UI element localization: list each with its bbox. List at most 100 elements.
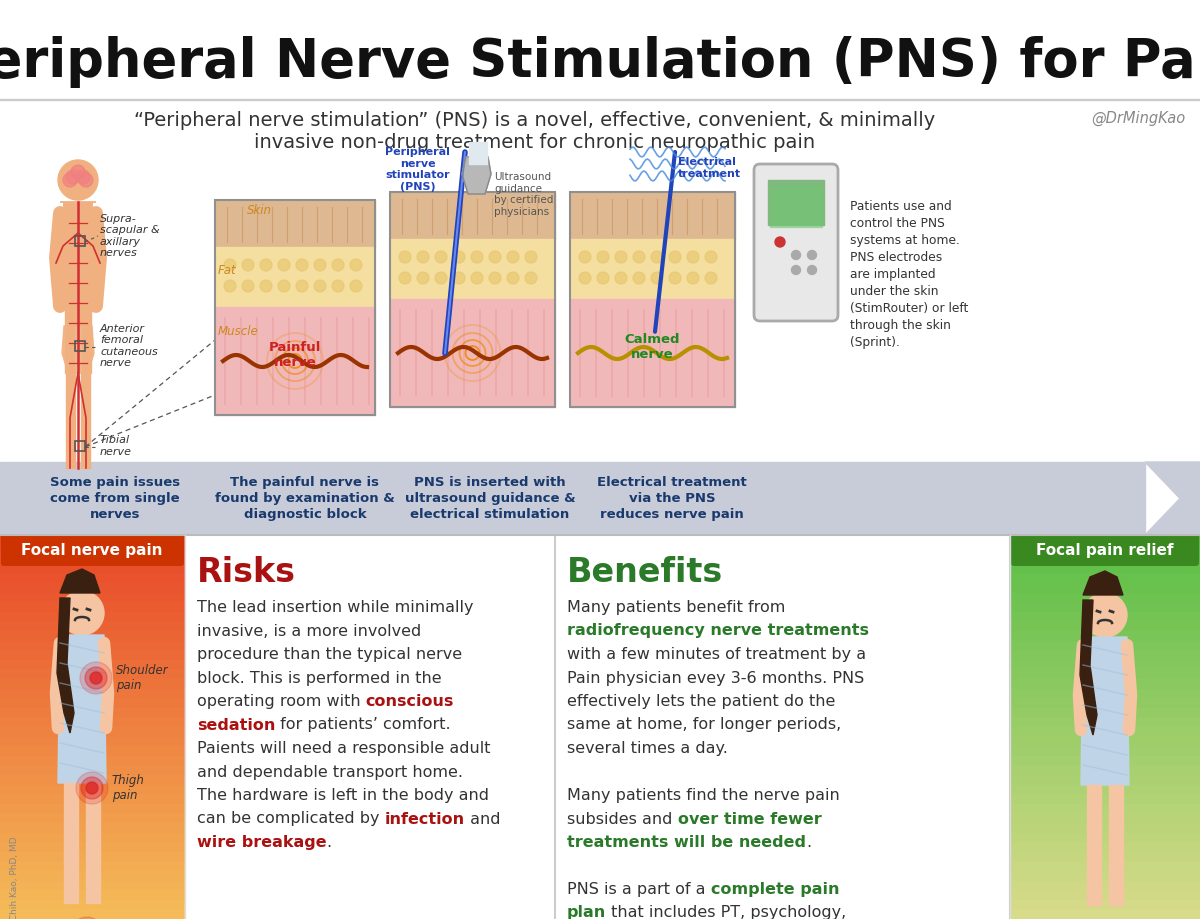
Bar xyxy=(469,142,487,164)
Circle shape xyxy=(296,280,308,292)
Circle shape xyxy=(526,251,538,263)
Bar xyxy=(1109,785,1123,905)
Circle shape xyxy=(350,280,362,292)
Bar xyxy=(0,891,185,900)
Text: with a few minutes of treatment by a: with a few minutes of treatment by a xyxy=(568,647,866,662)
Bar xyxy=(0,554,185,563)
Bar xyxy=(215,307,374,415)
Bar xyxy=(390,299,554,407)
Bar xyxy=(1010,698,1200,708)
Circle shape xyxy=(470,251,482,263)
Bar xyxy=(0,794,185,804)
Bar xyxy=(0,563,185,573)
Circle shape xyxy=(490,272,502,284)
Text: for patients’ comfort.: for patients’ comfort. xyxy=(275,718,451,732)
Circle shape xyxy=(278,280,290,292)
Bar xyxy=(0,535,185,545)
Text: plan: plan xyxy=(568,905,606,919)
Bar xyxy=(0,660,185,669)
Bar xyxy=(82,276,91,373)
Text: Peripheral Nerve Stimulation (PNS) for Pain: Peripheral Nerve Stimulation (PNS) for P… xyxy=(0,36,1200,88)
Bar xyxy=(0,669,185,679)
Bar xyxy=(0,813,185,823)
Bar xyxy=(770,186,822,227)
Bar xyxy=(1010,641,1200,651)
Bar xyxy=(1010,573,1200,583)
Bar xyxy=(0,612,185,621)
Bar xyxy=(1010,660,1200,669)
Text: Fat: Fat xyxy=(218,265,236,278)
Bar xyxy=(570,299,734,407)
Circle shape xyxy=(260,259,272,271)
Bar xyxy=(0,823,185,833)
Bar xyxy=(1010,602,1200,612)
Bar xyxy=(0,593,185,602)
Bar xyxy=(0,155,1200,462)
Text: subsides and: subsides and xyxy=(568,811,678,826)
Bar xyxy=(0,98,1200,100)
Bar xyxy=(570,239,734,299)
Bar xyxy=(215,200,374,415)
Circle shape xyxy=(686,251,698,263)
Circle shape xyxy=(616,272,628,284)
Circle shape xyxy=(650,272,662,284)
Bar xyxy=(1010,833,1200,842)
Circle shape xyxy=(224,280,236,292)
Text: The painful nerve is
found by examination &
diagnostic block: The painful nerve is found by examinatio… xyxy=(215,476,395,521)
Text: PNS is a part of a: PNS is a part of a xyxy=(568,882,710,897)
Circle shape xyxy=(71,165,85,179)
Circle shape xyxy=(314,280,326,292)
Circle shape xyxy=(418,272,430,284)
Bar xyxy=(1010,535,1200,545)
Bar xyxy=(82,373,90,468)
Text: Skin: Skin xyxy=(247,204,272,217)
Bar xyxy=(0,766,185,775)
Bar xyxy=(1010,554,1200,563)
Circle shape xyxy=(350,259,362,271)
Bar xyxy=(1010,583,1200,593)
Bar xyxy=(1010,910,1200,919)
Bar xyxy=(1010,871,1200,880)
Bar xyxy=(0,631,185,641)
Text: Muscle: Muscle xyxy=(218,325,259,338)
Text: Pain physician evey 3-6 months. PNS: Pain physician evey 3-6 months. PNS xyxy=(568,671,864,686)
Bar xyxy=(0,785,185,794)
Bar xyxy=(1010,755,1200,766)
Text: Shoulder
pain: Shoulder pain xyxy=(116,664,169,692)
Circle shape xyxy=(706,272,718,284)
Text: radiofrequency nerve treatments: radiofrequency nerve treatments xyxy=(568,623,869,639)
Text: “Peripheral nerve stimulation” (PNS) is a novel, effective, convenient, & minima: “Peripheral nerve stimulation” (PNS) is … xyxy=(134,110,936,130)
Text: Some pain issues
come from single
nerves: Some pain issues come from single nerves xyxy=(50,476,180,521)
Circle shape xyxy=(1084,593,1127,637)
Bar xyxy=(74,236,85,246)
Bar xyxy=(1010,727,1200,737)
Bar xyxy=(0,910,185,919)
Bar xyxy=(0,621,185,631)
Text: Thigh
pain: Thigh pain xyxy=(112,774,145,802)
Bar xyxy=(1010,794,1200,804)
FancyBboxPatch shape xyxy=(754,164,838,321)
Bar xyxy=(86,783,100,903)
Circle shape xyxy=(670,272,682,284)
Bar xyxy=(0,718,185,727)
Circle shape xyxy=(580,251,592,263)
Circle shape xyxy=(76,170,90,184)
Circle shape xyxy=(71,917,103,919)
Text: Benefits: Benefits xyxy=(568,557,724,589)
Bar xyxy=(0,0,1200,155)
Bar xyxy=(1010,823,1200,833)
Circle shape xyxy=(616,251,628,263)
Text: same at home, for longer periods,: same at home, for longer periods, xyxy=(568,718,841,732)
Bar xyxy=(0,727,185,737)
Text: Ultrasound
guidance
by certified
physicians: Ultrasound guidance by certified physici… xyxy=(494,172,553,217)
Bar xyxy=(0,737,185,746)
Text: Focal nerve pain: Focal nerve pain xyxy=(22,542,163,558)
Circle shape xyxy=(398,251,410,263)
Text: Calmed
nerve: Calmed nerve xyxy=(624,333,679,361)
Bar xyxy=(554,535,1010,919)
Text: conscious: conscious xyxy=(366,694,454,709)
Bar xyxy=(0,573,185,583)
Circle shape xyxy=(808,266,816,275)
Bar xyxy=(0,708,185,718)
Text: Anterior
femoral
cutaneous
nerve: Anterior femoral cutaneous nerve xyxy=(100,323,157,369)
